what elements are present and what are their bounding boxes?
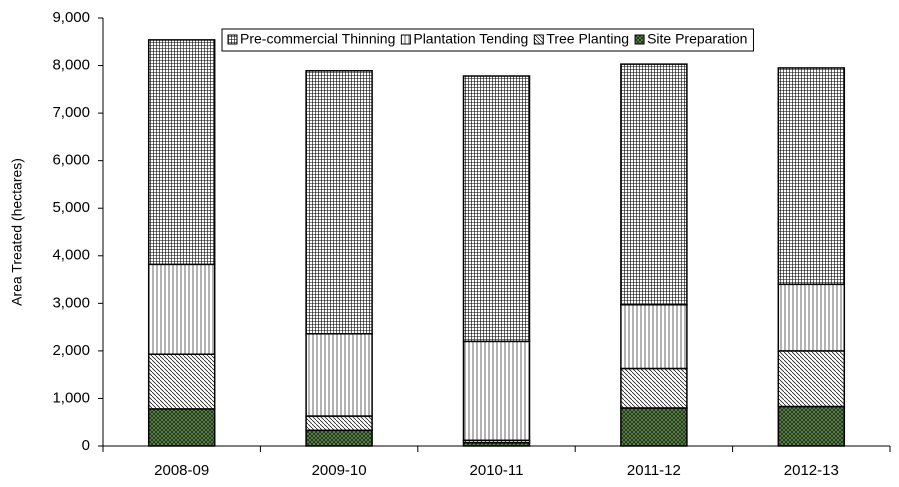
bar-segment: [462, 75, 531, 343]
y-tick-label: 6,000: [52, 152, 90, 169]
bar-segment: [147, 353, 216, 410]
bar-segment: [620, 407, 688, 447]
legend-swatch: [634, 34, 645, 45]
y-axis-label: Area Treated (hectares): [9, 158, 25, 306]
bar-segment: [147, 408, 216, 447]
bar-segment: [147, 263, 216, 355]
y-tick-label: 8,000: [52, 57, 90, 74]
bar-segment: [777, 67, 846, 286]
y-tick-label: 7,000: [52, 104, 90, 121]
legend-swatch: [400, 34, 411, 45]
y-tick-label: 1,000: [52, 389, 90, 406]
bar-segment: [147, 39, 216, 266]
bar-segment: [620, 63, 688, 306]
y-tick-label: 4,000: [52, 247, 90, 264]
bar-segment: [305, 415, 373, 432]
x-tick-label: 2010-11: [470, 462, 524, 479]
legend-label: Tree Planting: [546, 31, 629, 47]
bar-segment: [777, 405, 846, 447]
bar-segment: [777, 283, 846, 352]
legend-label: Plantation Tending: [413, 31, 528, 47]
y-tick-label: 3,000: [52, 294, 90, 311]
legend-label: Site Preparation: [647, 31, 747, 47]
y-tick-label: 2,000: [52, 342, 90, 359]
y-tick-label: 5,000: [52, 199, 90, 216]
bar-segment: [620, 367, 688, 409]
legend: Pre-commercial Thinning Plantation Tendin…: [221, 28, 754, 52]
legend-swatch: [227, 34, 238, 45]
x-tick-label: 2008-09: [154, 462, 209, 479]
bar-segment: [620, 304, 688, 370]
bar-segment: [462, 340, 531, 442]
legend-box: [221, 28, 754, 52]
x-tick-label: 2009-10: [312, 462, 367, 479]
y-tick-label: 0: [82, 437, 90, 454]
x-tick-label: 2011-12: [627, 462, 681, 479]
bar-segment: [305, 70, 373, 335]
legend-swatch: [533, 34, 544, 45]
legend-label: Pre-commercial Thinning: [240, 31, 395, 47]
bar-segment: [305, 333, 373, 417]
y-tick-label: 9,000: [52, 9, 90, 26]
bar-segment: [305, 429, 373, 447]
bar-segment: [777, 350, 846, 408]
x-tick-label: 2012-13: [784, 462, 839, 479]
